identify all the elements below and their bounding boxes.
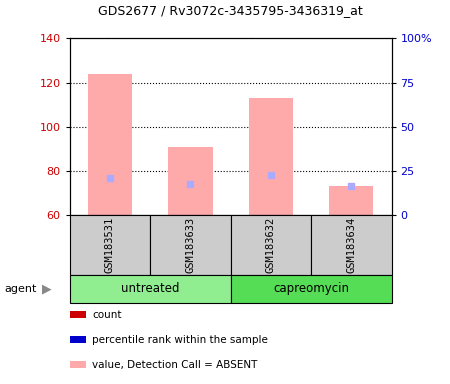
Bar	[88, 74, 132, 215]
Text: GSM183632: GSM183632	[266, 217, 276, 273]
Bar	[249, 98, 293, 215]
Bar	[230, 275, 392, 303]
Bar	[168, 147, 212, 215]
Text: GSM183633: GSM183633	[185, 217, 195, 273]
Bar	[70, 275, 230, 303]
Text: untreated: untreated	[121, 283, 180, 295]
Text: value, Detection Call = ABSENT: value, Detection Call = ABSENT	[92, 360, 257, 370]
Text: GDS2677 / Rv3072c-3435795-3436319_at: GDS2677 / Rv3072c-3435795-3436319_at	[98, 4, 363, 17]
Bar	[230, 215, 311, 275]
Bar	[329, 186, 374, 215]
Text: GSM183531: GSM183531	[105, 217, 115, 273]
Text: count: count	[92, 310, 122, 320]
Bar	[70, 215, 150, 275]
Text: ▶: ▶	[42, 283, 52, 295]
Bar	[311, 215, 392, 275]
Text: percentile rank within the sample: percentile rank within the sample	[92, 335, 268, 345]
Text: GSM183634: GSM183634	[346, 217, 356, 273]
Text: agent: agent	[4, 284, 37, 294]
Text: capreomycin: capreomycin	[273, 283, 349, 295]
Bar	[150, 215, 230, 275]
